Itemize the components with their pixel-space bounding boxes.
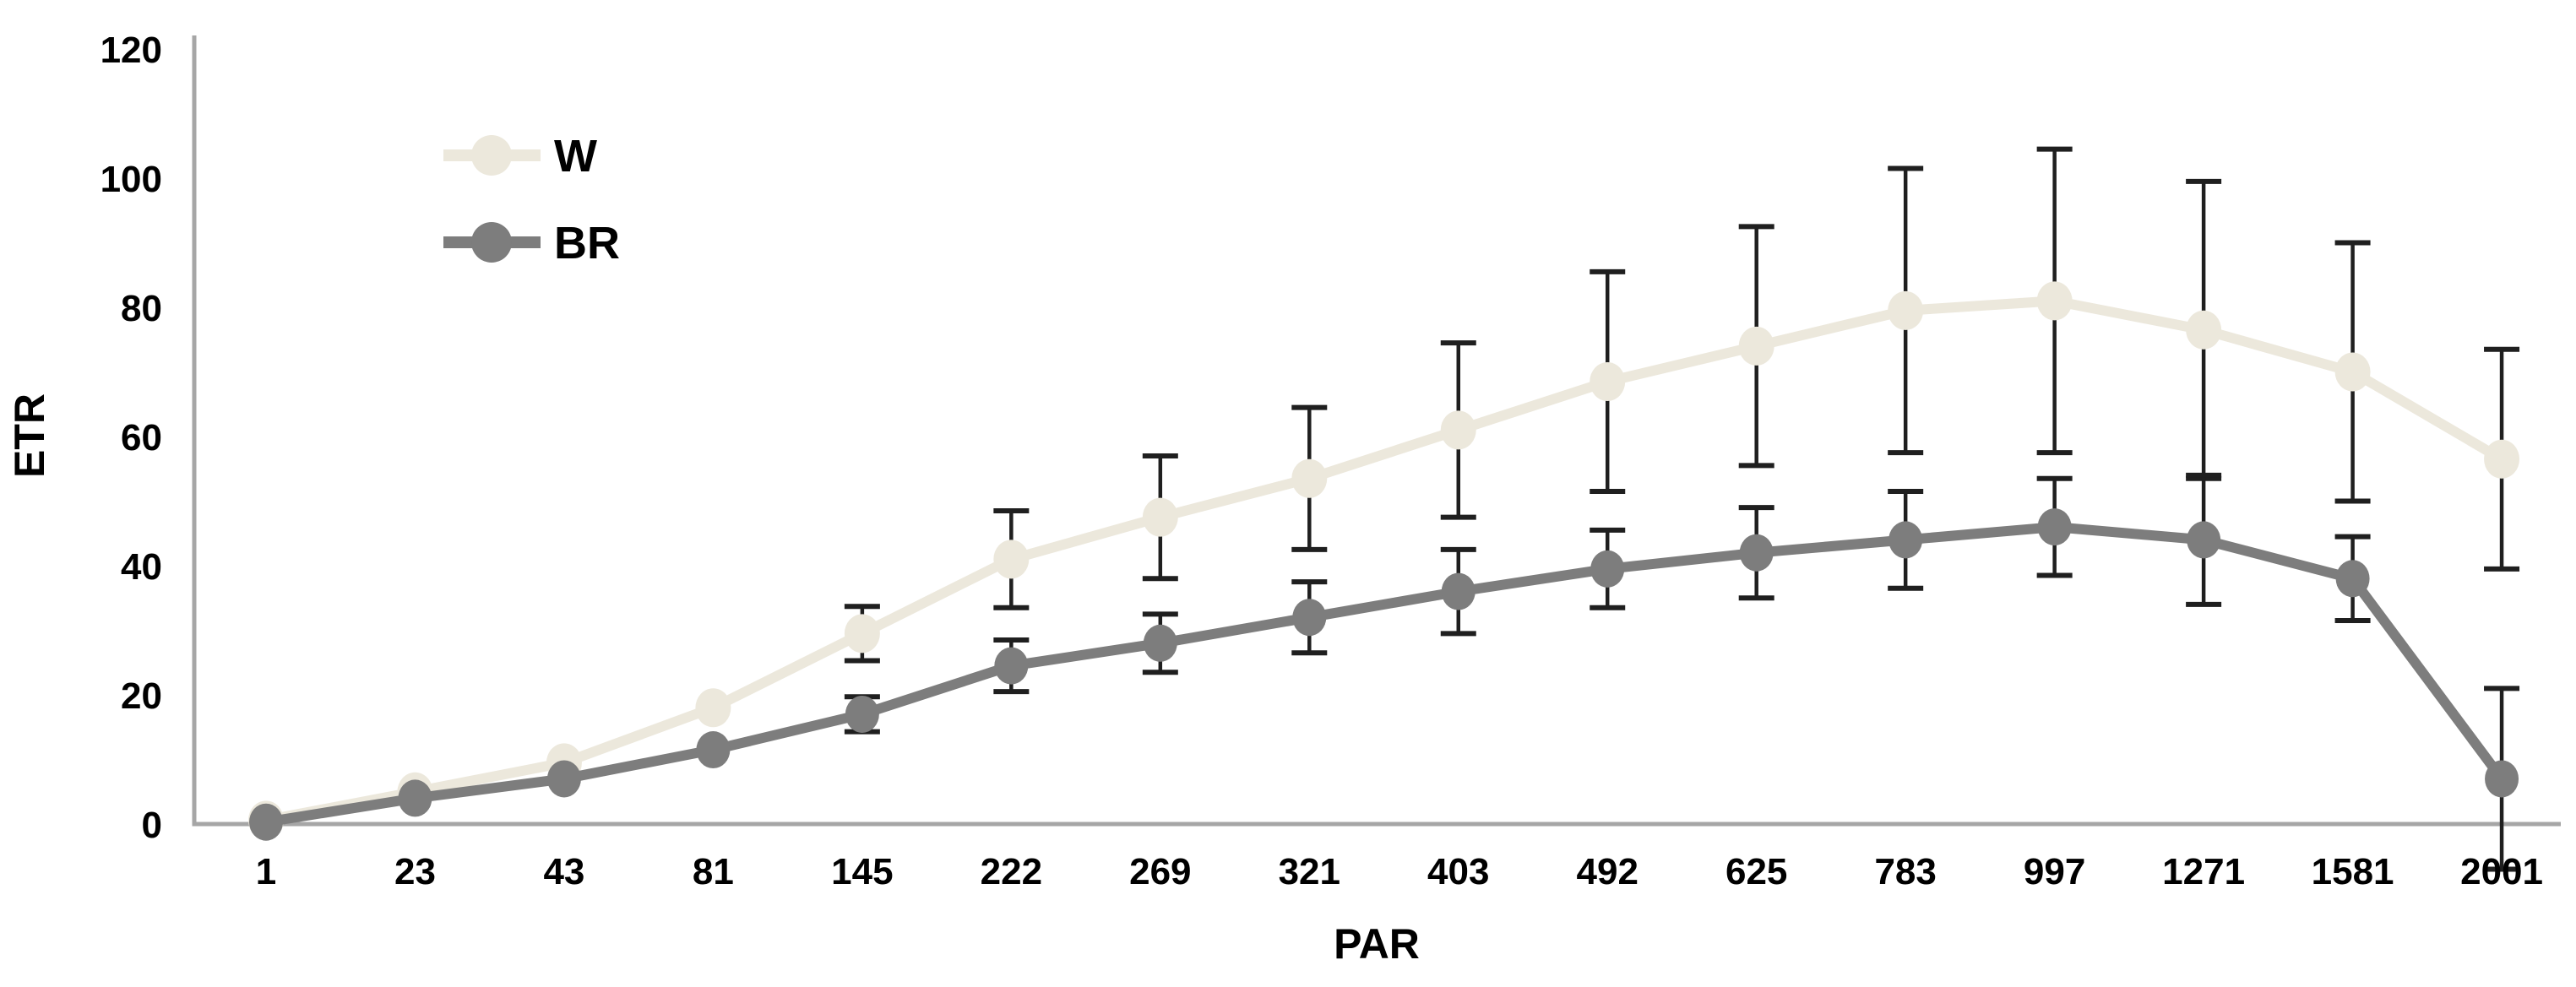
x-tick-label-997: 997 bbox=[2024, 851, 2085, 892]
data-point-marker-BR-81 bbox=[696, 731, 731, 769]
x-tick-label-23: 23 bbox=[394, 851, 436, 892]
y-tick-label-60: 60 bbox=[121, 417, 162, 458]
x-tick-label-321: 321 bbox=[1279, 851, 1340, 892]
data-point-marker-W-81 bbox=[695, 688, 731, 728]
data-point-marker-W-403 bbox=[1440, 410, 1476, 450]
x-tick-label-81: 81 bbox=[693, 851, 734, 892]
x-tick-label-783: 783 bbox=[1874, 851, 1936, 892]
data-point-marker-W-1581 bbox=[2334, 352, 2371, 392]
data-point-marker-W-2001 bbox=[2484, 439, 2520, 479]
x-tick-label-222: 222 bbox=[981, 851, 1042, 892]
data-point-marker-W-997 bbox=[2036, 281, 2073, 321]
x-tick-labels: 1 23 43 81 145 222 269 321 403 492 625 783 997 1271 15… bbox=[256, 851, 2543, 892]
y-tick-label-100: 100 bbox=[101, 159, 162, 200]
data-point-marker-W-321 bbox=[1291, 458, 1328, 498]
chart-legend: W BR bbox=[443, 131, 620, 268]
x-tick-label-43: 43 bbox=[543, 851, 584, 892]
y-tick-label-40: 40 bbox=[121, 546, 162, 588]
x-tick-label-2001: 2001 bbox=[2460, 851, 2543, 892]
y-axis-title: ETR bbox=[6, 393, 53, 478]
data-point-marker-BR-1581 bbox=[2335, 560, 2370, 598]
x-tick-label-269: 269 bbox=[1129, 851, 1191, 892]
data-point-marker-BR-1271 bbox=[2187, 521, 2221, 559]
data-point-marker-BR-997 bbox=[2037, 508, 2072, 546]
x-tick-label-625: 625 bbox=[1725, 851, 1787, 892]
legend-label-br: BR bbox=[554, 218, 620, 268]
data-point-marker-W-492 bbox=[1590, 361, 1626, 401]
legend-label-w: W bbox=[554, 131, 597, 182]
data-point-marker-W-222 bbox=[993, 540, 1030, 579]
y-tick-label-20: 20 bbox=[121, 675, 162, 717]
x-tick-label-1: 1 bbox=[256, 851, 276, 892]
data-point-marker-BR-1 bbox=[249, 803, 283, 841]
data-point-marker-W-145 bbox=[844, 614, 880, 653]
data-point-marker-BR-222 bbox=[994, 647, 1029, 685]
data-point-marker-BR-625 bbox=[1739, 534, 1774, 572]
data-point-marker-BR-145 bbox=[845, 695, 879, 733]
series-BR bbox=[249, 472, 2520, 872]
y-tick-labels: 0 20 40 60 80 100 120 bbox=[101, 30, 162, 846]
series-line-BR bbox=[261, 522, 2508, 827]
data-point-marker-BR-321 bbox=[1292, 599, 1327, 637]
y-tick-label-120: 120 bbox=[101, 30, 162, 71]
x-axis-title: PAR bbox=[1334, 920, 1420, 968]
data-point-marker-BR-23 bbox=[398, 779, 432, 817]
series-line-W bbox=[261, 296, 2508, 826]
data-point-marker-BR-492 bbox=[1590, 550, 1625, 588]
series-W bbox=[248, 146, 2520, 840]
x-tick-label-403: 403 bbox=[1427, 851, 1489, 892]
legend-marker-w-icon bbox=[471, 135, 512, 176]
data-point-marker-BR-2001 bbox=[2485, 760, 2519, 798]
x-tick-label-492: 492 bbox=[1577, 851, 1639, 892]
y-tick-label-80: 80 bbox=[121, 288, 162, 329]
data-point-marker-BR-269 bbox=[1143, 624, 1177, 662]
y-tick-label-0: 0 bbox=[142, 805, 162, 846]
data-point-marker-W-625 bbox=[1738, 326, 1774, 366]
data-point-marker-W-269 bbox=[1142, 497, 1178, 537]
x-tick-label-145: 145 bbox=[831, 851, 893, 892]
x-tick-label-1271: 1271 bbox=[2162, 851, 2245, 892]
legend-marker-br-icon bbox=[471, 222, 512, 263]
series-layer bbox=[248, 146, 2520, 872]
data-point-marker-BR-43 bbox=[546, 760, 581, 798]
data-point-marker-W-783 bbox=[1888, 290, 1924, 330]
data-point-marker-W-1271 bbox=[2186, 310, 2222, 350]
data-point-marker-BR-403 bbox=[1441, 572, 1475, 610]
x-tick-label-1581: 1581 bbox=[2312, 851, 2394, 892]
data-point-marker-BR-783 bbox=[1889, 521, 1923, 559]
